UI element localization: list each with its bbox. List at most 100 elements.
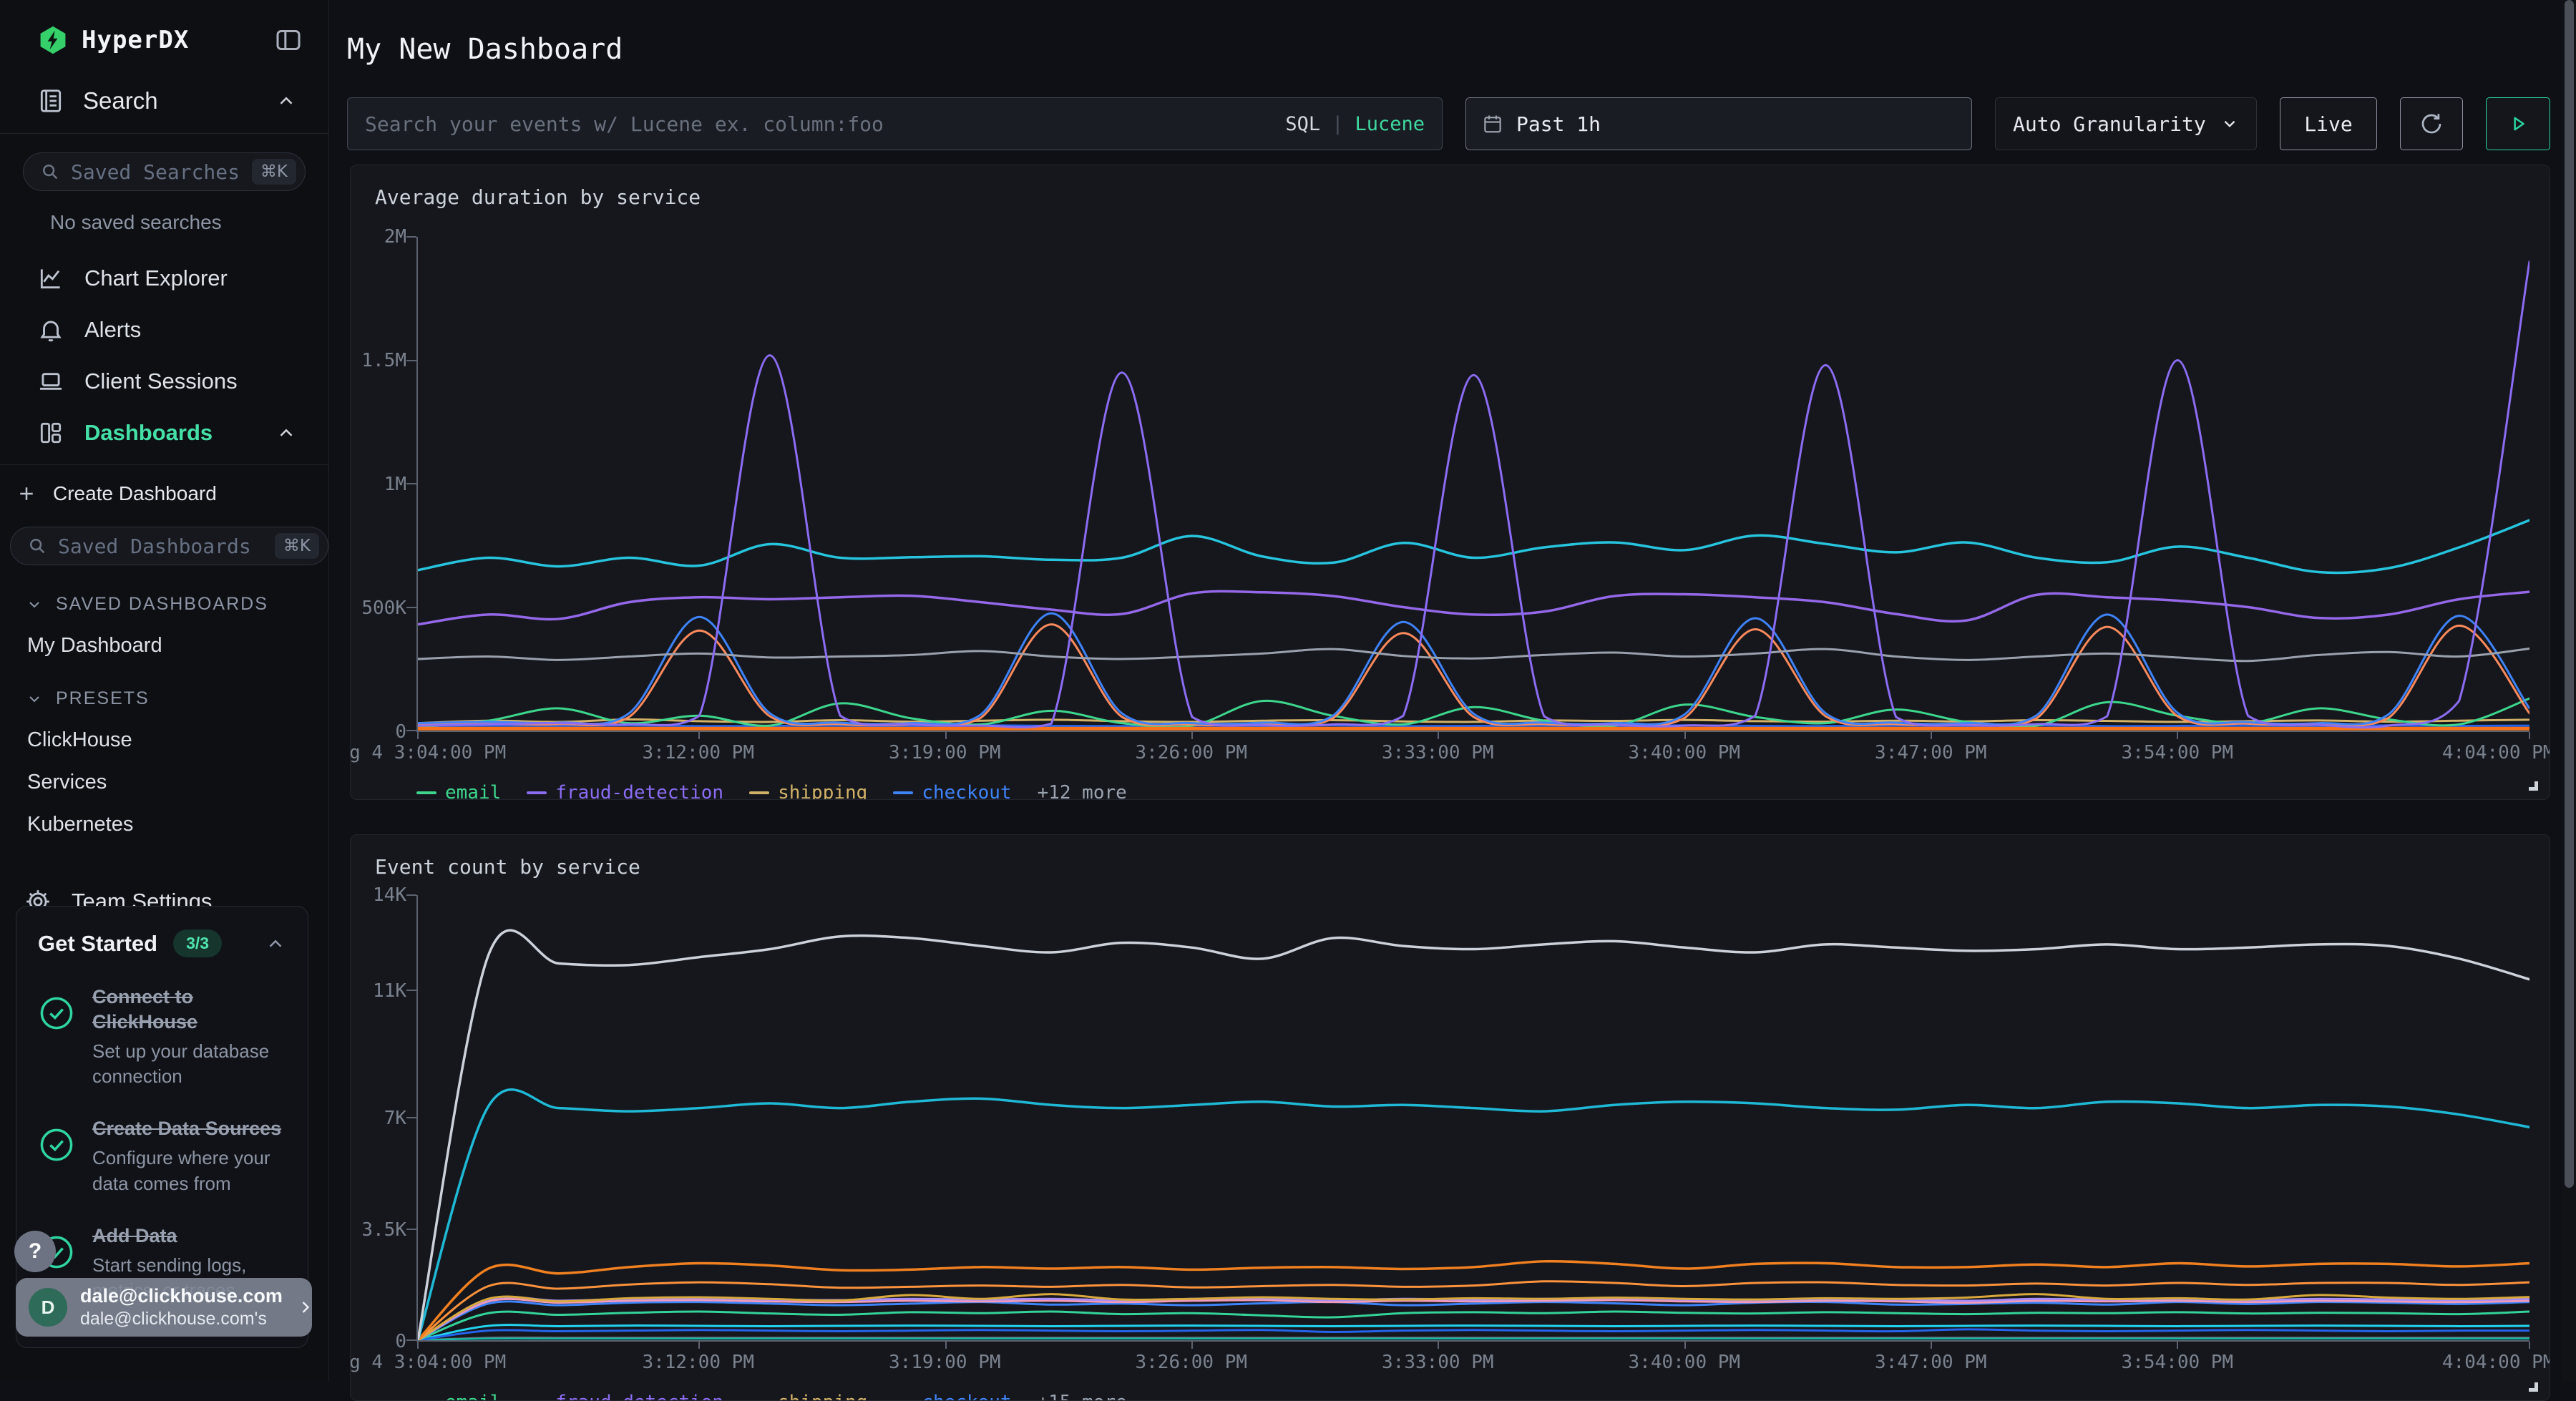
chart-line[interactable] (418, 1261, 2529, 1340)
hyperdx-logo-icon (40, 26, 66, 54)
y-tick-mark (406, 606, 416, 608)
x-tick-mark (1438, 732, 1440, 739)
x-tick-label: Aug 4 3:04:00 PM (350, 742, 507, 763)
sidebar-item-services[interactable]: Services (27, 771, 107, 794)
time-range-picker[interactable]: Past 1h (1465, 97, 1972, 150)
live-button[interactable]: Live (2280, 97, 2377, 150)
chart-line[interactable] (418, 930, 2529, 1340)
sidebar-item-label: Alerts (84, 317, 142, 342)
saved-dashboards-input-wrap: ⌘K (10, 527, 328, 565)
chart-line-fraud-detection[interactable] (418, 262, 2529, 728)
chart-explorer-icon (40, 269, 60, 289)
scrollbar-thumb[interactable] (2565, 0, 2574, 1188)
refresh-button[interactable] (2400, 97, 2463, 150)
chart-plot-area[interactable] (406, 894, 2530, 1349)
legend-item-checkout[interactable]: checkout (893, 1392, 1011, 1400)
dashboards-icon (40, 422, 62, 444)
sidebar-item-my-dashboard[interactable]: My Dashboard (27, 634, 162, 657)
chart-line-shipping[interactable] (418, 719, 2529, 723)
sidebar-item-clickhouse[interactable]: ClickHouse (27, 728, 132, 751)
help-button[interactable]: ? (14, 1231, 56, 1272)
y-tick-label: 500K (361, 597, 406, 619)
chart-title: Event count by service (375, 855, 640, 879)
bell-icon (40, 321, 62, 342)
chevron-up-icon[interactable] (275, 422, 297, 444)
x-tick-mark (698, 732, 701, 739)
chart-line-shipping[interactable] (418, 1294, 2529, 1340)
chart-line[interactable] (418, 625, 2529, 726)
legend-item-email[interactable]: email (416, 782, 502, 800)
panel-resize-handle[interactable] (2529, 1382, 2538, 1392)
run-query-button[interactable] (2486, 97, 2550, 150)
chart-line[interactable] (418, 1090, 2529, 1340)
sidebar-item-kubernetes[interactable]: Kubernetes (27, 813, 134, 836)
user-menu-chip[interactable]: D dale@clickhouse.com dale@clickhouse.co… (16, 1278, 312, 1337)
legend-item-shipping[interactable]: shipping (749, 782, 867, 799)
chart-line[interactable] (418, 648, 2529, 660)
collapse-sidebar-icon[interactable] (274, 26, 303, 54)
chart-line-checkout[interactable] (418, 1302, 2529, 1340)
x-tick-label: 3:12:00 PM (642, 1352, 754, 1373)
saved-dashboards-section-header[interactable]: SAVED DASHBOARDS (10, 582, 328, 625)
divider (0, 133, 328, 134)
app-logo-text[interactable]: HyperDX (82, 26, 190, 54)
main-content: My New Dashboard SQL | Lucene Past 1h Au… (330, 0, 2576, 1401)
sidebar-item-chart-explorer[interactable]: Chart Explorer (23, 253, 306, 304)
legend-item-email[interactable]: email (416, 1392, 501, 1400)
x-tick-mark (2177, 1342, 2179, 1349)
x-tick-label: 3:54:00 PM (2121, 742, 2234, 763)
panel-resize-handle[interactable] (2529, 781, 2538, 791)
legend-more-link[interactable]: +12 more (1037, 782, 1127, 800)
page-scrollbar[interactable] (2562, 0, 2576, 1381)
x-tick-label: 3:47:00 PM (1875, 742, 1987, 763)
event-search-input[interactable] (365, 112, 1274, 136)
chart-line[interactable] (418, 1329, 2529, 1340)
chart-line[interactable] (418, 1299, 2529, 1340)
presets-section-header[interactable]: PRESETS (10, 677, 328, 719)
get-started-item-title: Create Data Sources (92, 1118, 282, 1140)
x-tick-mark (2529, 732, 2530, 739)
legend-more-link[interactable]: +15 more (1038, 1392, 1127, 1400)
sidebar-item-search[interactable]: Search (0, 74, 328, 133)
chevron-right-icon (302, 1302, 310, 1313)
chart-line-email[interactable] (418, 1312, 2529, 1340)
play-icon (2514, 117, 2524, 131)
sql-mode-toggle[interactable]: SQL (1285, 112, 1321, 135)
get-started-item-connect[interactable]: Connect to ClickHouse Set up your databa… (38, 985, 286, 1089)
chart-line[interactable] (418, 1337, 2529, 1340)
no-saved-searches-text: No saved searches (50, 211, 222, 233)
get-started-header[interactable]: Get Started 3/3 (38, 929, 286, 957)
legend-label: checkout (922, 1392, 1011, 1400)
legend-label: email (445, 782, 502, 800)
lucene-mode-toggle[interactable]: Lucene (1355, 112, 1425, 135)
y-tick-label: 1M (384, 474, 406, 495)
y-tick-mark (406, 483, 416, 484)
x-tick-label: 3:12:00 PM (642, 742, 754, 763)
x-tick-label: 3:19:00 PM (888, 742, 1001, 763)
get-started-item-sources[interactable]: Create Data Sources Configure where your… (38, 1116, 286, 1196)
chart-legend: email fraud-detection shipping checkout +12 … (416, 782, 2529, 800)
saved-searches-input[interactable] (71, 160, 242, 184)
granularity-select[interactable]: Auto Granularity (1995, 97, 2257, 150)
create-dashboard-button[interactable]: Create Dashboard (10, 468, 328, 521)
legend-item-shipping[interactable]: shipping (749, 1392, 867, 1400)
saved-dashboards-input[interactable] (58, 534, 265, 558)
chart-line[interactable] (418, 1339, 2529, 1340)
chart-line[interactable] (418, 591, 2529, 624)
chart-line-checkout[interactable] (418, 613, 2529, 724)
chevron-up-icon[interactable] (275, 90, 297, 112)
legend-item-fraud-detection[interactable]: fraud-detection (527, 1392, 723, 1400)
page-title: My New Dashboard (347, 33, 623, 66)
shortcut-badge: ⌘K (251, 159, 296, 185)
chart-plot-area[interactable] (406, 236, 2530, 739)
time-range-value: Past 1h (1516, 112, 1601, 136)
sidebar-item-dashboards[interactable]: Dashboards (23, 407, 306, 459)
sidebar-item-client-sessions[interactable]: Client Sessions (23, 356, 306, 407)
legend-item-fraud-detection[interactable]: fraud-detection (527, 782, 723, 799)
chart-line[interactable] (418, 1282, 2529, 1340)
sidebar-item-alerts[interactable]: Alerts (23, 304, 306, 356)
legend-item-checkout[interactable]: checkout (893, 782, 1012, 799)
chart-line[interactable] (418, 520, 2529, 572)
x-tick-label: 3:26:00 PM (1135, 742, 1248, 763)
chart-line[interactable] (418, 1325, 2529, 1340)
